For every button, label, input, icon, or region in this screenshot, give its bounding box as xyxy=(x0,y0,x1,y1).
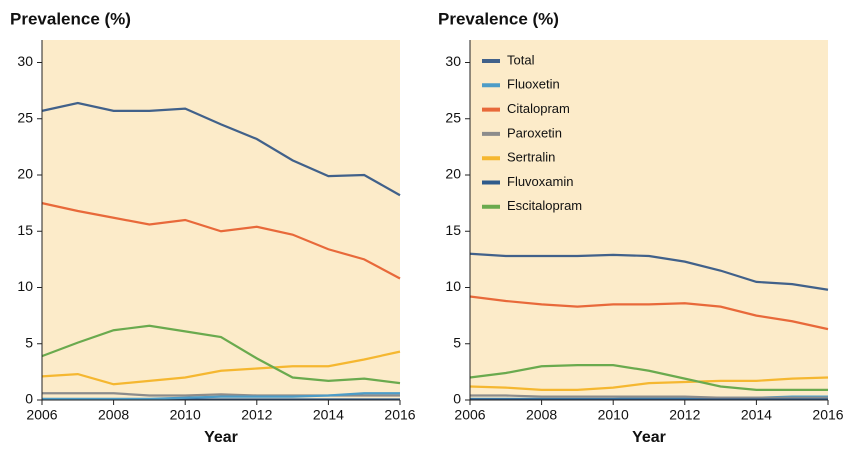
series-line xyxy=(42,392,400,400)
series-line xyxy=(41,202,401,280)
legend-label: Paroxetin xyxy=(507,125,562,140)
legend-label: Fluoxetin xyxy=(507,77,560,92)
x-tick-label: 2014 xyxy=(741,407,772,423)
plot-background xyxy=(470,40,828,400)
x-tick-label: 2012 xyxy=(669,407,700,423)
series-line xyxy=(41,350,401,386)
y-tick-label: 0 xyxy=(453,391,461,407)
y-tick-label: 15 xyxy=(445,222,461,238)
series-line xyxy=(41,101,401,197)
y-tick-label: 25 xyxy=(445,109,461,125)
x-tick-label: 2006 xyxy=(454,407,485,423)
y-tick-label: 15 xyxy=(17,222,33,238)
y-tick-label: 5 xyxy=(453,334,461,350)
series-line xyxy=(41,324,401,385)
chart-title: Prevalence (%) xyxy=(10,9,131,28)
y-tick-label: 0 xyxy=(25,391,33,407)
y-tick-label: 30 xyxy=(445,53,461,69)
legend-label: Escitalopram xyxy=(507,198,582,213)
series-line xyxy=(469,376,829,391)
y-tick-label: 10 xyxy=(17,278,33,294)
legend-label: Fluvoxamin xyxy=(507,174,573,189)
series-line xyxy=(469,295,829,331)
x-tick-label: 2016 xyxy=(812,407,843,423)
chart-title: Prevalence (%) xyxy=(438,9,559,28)
x-tick-label: 2008 xyxy=(98,407,129,423)
y-tick-label: 10 xyxy=(445,278,461,294)
y-tick-label: 5 xyxy=(25,334,33,350)
x-tick-label: 2010 xyxy=(170,407,201,423)
x-axis-label: Year xyxy=(204,429,238,446)
x-axis-label: Year xyxy=(632,429,666,446)
y-tick-label: 30 xyxy=(17,53,33,69)
x-tick-label: 2014 xyxy=(313,407,344,423)
x-tick-label: 2012 xyxy=(241,407,272,423)
x-tick-label: 2006 xyxy=(26,407,57,423)
y-tick-label: 25 xyxy=(17,109,33,125)
plot-background xyxy=(42,40,400,400)
legend-label: Sertralin xyxy=(507,150,555,165)
y-tick-label: 20 xyxy=(17,166,33,182)
x-tick-label: 2008 xyxy=(526,407,557,423)
x-tick-label: 2016 xyxy=(384,407,415,423)
series-line xyxy=(469,364,828,391)
y-tick-label: 20 xyxy=(445,166,461,182)
x-tick-label: 2010 xyxy=(598,407,629,423)
legend-label: Citalopram xyxy=(507,101,570,116)
legend-label: Total xyxy=(507,52,535,67)
series-line xyxy=(469,252,829,291)
series-line xyxy=(470,394,828,399)
